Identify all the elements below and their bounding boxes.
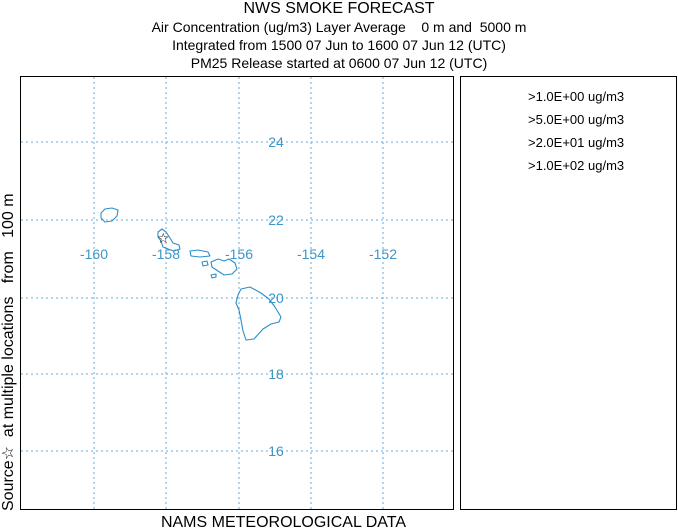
release-start: PM25 Release started at 0600 07 Jun 12 (… bbox=[190, 55, 488, 71]
island-molokai bbox=[189, 249, 211, 258]
lat-label: 24 bbox=[268, 134, 284, 150]
lon-label: -158 bbox=[152, 246, 180, 262]
lon-label: -156 bbox=[225, 246, 253, 262]
source-side-label: Source☆ at multiple locations from 100 m bbox=[0, 193, 17, 511]
lat-label: 18 bbox=[268, 366, 284, 382]
latitude-labels: 24 22 20 18 16 bbox=[268, 134, 284, 459]
concentration-subtitle: Air Concentration (ug/m3) Layer Average … bbox=[151, 19, 527, 35]
coastlines bbox=[100, 207, 282, 341]
lat-label: 22 bbox=[268, 212, 284, 228]
lon-label: -160 bbox=[80, 246, 108, 262]
island-hawaii bbox=[235, 286, 282, 341]
island-oahu bbox=[157, 228, 181, 252]
island-maui bbox=[210, 258, 238, 276]
integration-period: Integrated from 1500 07 Jun to 1600 07 J… bbox=[172, 37, 506, 53]
island-kauai bbox=[100, 207, 119, 223]
map-panel: ☆ -160 -158 -156 -154 -152 24 22 20 18 1… bbox=[20, 76, 454, 510]
legend-panel: >1.0E+00 ug/m3 >5.0E+00 ug/m3 >2.0E+01 u… bbox=[460, 76, 677, 510]
forecast-title: NWS SMOKE FORECAST bbox=[243, 0, 435, 17]
island-lanai bbox=[201, 260, 209, 267]
lon-label: -152 bbox=[369, 246, 397, 262]
lat-label: 16 bbox=[268, 443, 284, 459]
lon-label: -154 bbox=[297, 246, 325, 262]
lat-label: 20 bbox=[268, 290, 284, 306]
legend-item: >1.0E+00 ug/m3 bbox=[528, 89, 625, 104]
longitude-labels: -160 -158 -156 -154 -152 bbox=[80, 246, 397, 262]
legend-item: >5.0E+00 ug/m3 bbox=[528, 112, 625, 127]
meteorological-data-label: NAMS METEOROLOGICAL DATA bbox=[160, 514, 407, 531]
graticule bbox=[21, 77, 453, 509]
source-star-icon: ☆ bbox=[157, 230, 170, 246]
map-canvas: ☆ -160 -158 -156 -154 -152 24 22 20 18 1… bbox=[21, 77, 453, 509]
legend-item: >2.0E+01 ug/m3 bbox=[528, 135, 625, 150]
legend-item: >1.0E+02 ug/m3 bbox=[528, 158, 625, 173]
island-kahoolawe bbox=[210, 273, 217, 279]
